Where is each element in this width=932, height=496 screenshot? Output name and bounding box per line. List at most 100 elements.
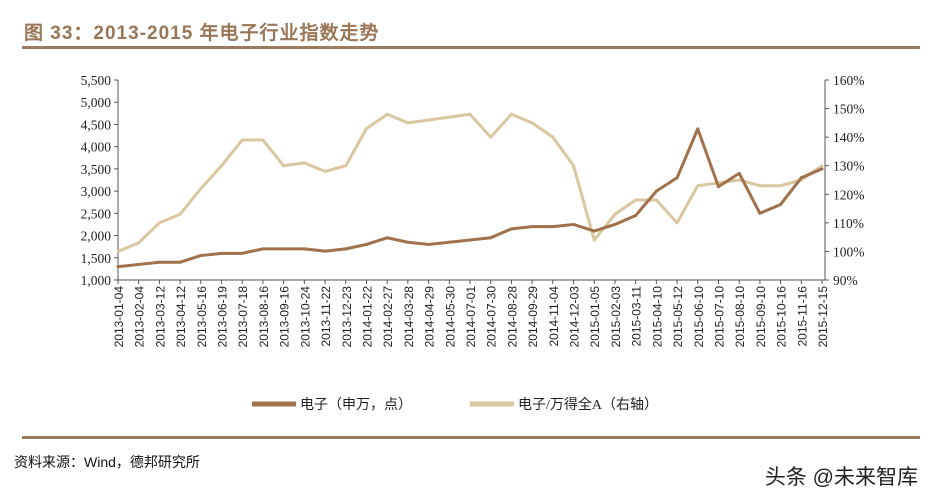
title-rule (22, 46, 920, 49)
x-tick-label: 2014-09-29 (526, 286, 540, 348)
data-point-index (509, 227, 513, 231)
data-point-ratio (613, 212, 617, 216)
data-point-ratio (406, 121, 410, 125)
data-point-ratio (302, 161, 306, 165)
data-point-ratio (551, 135, 555, 139)
x-tick-label: 2015-01-05 (588, 286, 602, 348)
data-point-ratio (220, 164, 224, 168)
line-chart: 1,000 1,500 2,000 2,500 3,000 3,500 4,000 4,500… (81, 73, 865, 413)
left-tick-label: 5,000 (81, 95, 112, 110)
data-point-index (116, 265, 120, 269)
data-point-ratio (592, 238, 596, 242)
data-point-ratio (385, 112, 389, 116)
left-tick-label: 1,000 (81, 273, 112, 288)
data-point-ratio (758, 184, 762, 188)
right-tick-label: 160% (833, 73, 865, 88)
x-tick-label: 2013-11-22 (319, 286, 333, 347)
x-tick-label: 2014-05-30 (443, 286, 457, 348)
x-tick-label: 2015-07-10 (712, 286, 726, 348)
data-point-ratio (447, 115, 451, 119)
x-tick-label: 2015-05-12 (671, 286, 685, 348)
x-tick-label: 2013-03-12 (153, 286, 167, 348)
x-tick-label: 2014-07-01 (464, 286, 478, 348)
data-point-index (282, 247, 286, 251)
left-tick-label: 5,500 (81, 73, 112, 88)
left-tick-label: 2,500 (81, 206, 112, 221)
data-point-index (157, 260, 161, 264)
data-point-ratio (675, 221, 679, 225)
data-point-index (344, 247, 348, 251)
x-tick-label: 2014-11-04 (547, 286, 561, 347)
data-point-ratio (240, 138, 244, 142)
left-tick-label: 1,500 (81, 251, 112, 266)
data-point-ratio (364, 127, 368, 131)
x-tick-label: 2013-06-19 (216, 286, 230, 348)
right-tick-label: 140% (833, 130, 865, 145)
x-tick-label: 2015-08-10 (733, 286, 747, 348)
data-point-ratio (427, 118, 431, 122)
data-point-index (302, 247, 306, 251)
data-point-index (220, 251, 224, 255)
data-point-ratio (116, 249, 120, 253)
x-tick-label: 2015-10-16 (775, 286, 789, 348)
data-point-ratio (654, 198, 658, 202)
x-tick-label: 2013-09-16 (278, 286, 292, 348)
right-tick-label: 130% (833, 159, 865, 174)
right-tick-label: 150% (833, 102, 865, 117)
x-tick-label: 2014-07-30 (485, 286, 499, 348)
legend-label-index: 电子（申万，点） (300, 397, 412, 413)
data-point-index (199, 254, 203, 258)
data-point-ratio (509, 112, 513, 116)
x-tick-label: 2015-03-11 (630, 286, 644, 347)
x-tick-label: 2013-08-16 (257, 286, 271, 348)
data-point-index (799, 176, 803, 180)
x-tick-label: 2013-02-04 (133, 286, 147, 348)
right-tick-label: 100% (833, 244, 865, 259)
data-point-index (675, 176, 679, 180)
data-point-ratio (779, 184, 783, 188)
data-point-ratio (572, 164, 576, 168)
x-tick-label: 2013-01-04 (112, 286, 126, 348)
data-point-ratio (489, 135, 493, 139)
data-point-ratio (820, 164, 824, 168)
data-point-index (323, 249, 327, 253)
x-tick-label: 2013-05-16 (195, 286, 209, 348)
data-point-index (758, 211, 762, 215)
x-tick-label: 2015-12-15 (816, 286, 830, 348)
data-point-ratio (137, 241, 141, 245)
data-point-ratio (199, 187, 203, 191)
legend-label-ratio: 电子/万得全A（右轴） (518, 396, 658, 413)
x-tick-label: 2013-12-23 (340, 286, 354, 348)
left-tick-label: 3,000 (81, 184, 112, 199)
data-point-index (427, 242, 431, 246)
x-tick-label: 2014-02-27 (381, 286, 395, 348)
x-tick-label: 2014-04-29 (423, 286, 437, 348)
data-point-ratio (178, 212, 182, 216)
left-tick-label: 4,500 (81, 117, 112, 132)
left-tick-label: 3,500 (81, 162, 112, 177)
data-point-ratio (282, 164, 286, 168)
x-tick-label: 2014-03-28 (402, 286, 416, 348)
data-point-index (737, 171, 741, 175)
data-point-ratio (157, 221, 161, 225)
x-tick-label: 2013-10-24 (298, 286, 312, 348)
data-point-ratio (261, 138, 265, 142)
data-point-ratio (634, 198, 638, 202)
data-point-ratio (696, 184, 700, 188)
data-point-index (468, 238, 472, 242)
series-line-index (117, 127, 823, 269)
right-tick-label: 110% (833, 216, 864, 231)
x-tick-label: 2015-11-16 (795, 286, 809, 347)
x-tick-label: 2013-07-18 (236, 286, 250, 348)
right-tick-label: 90% (833, 273, 858, 288)
watermark: 头条 @未来智库 (764, 466, 918, 489)
data-point-ratio (737, 178, 741, 182)
left-tick-label: 2,000 (81, 229, 112, 244)
data-point-index (385, 236, 389, 240)
figure-title: 图 33：2013-2015 年电子行业指数走势 (24, 23, 380, 44)
data-point-index (634, 214, 638, 218)
data-point-index (716, 185, 720, 189)
data-point-index (137, 262, 141, 266)
data-point-index (406, 240, 410, 244)
data-point-index (178, 260, 182, 264)
